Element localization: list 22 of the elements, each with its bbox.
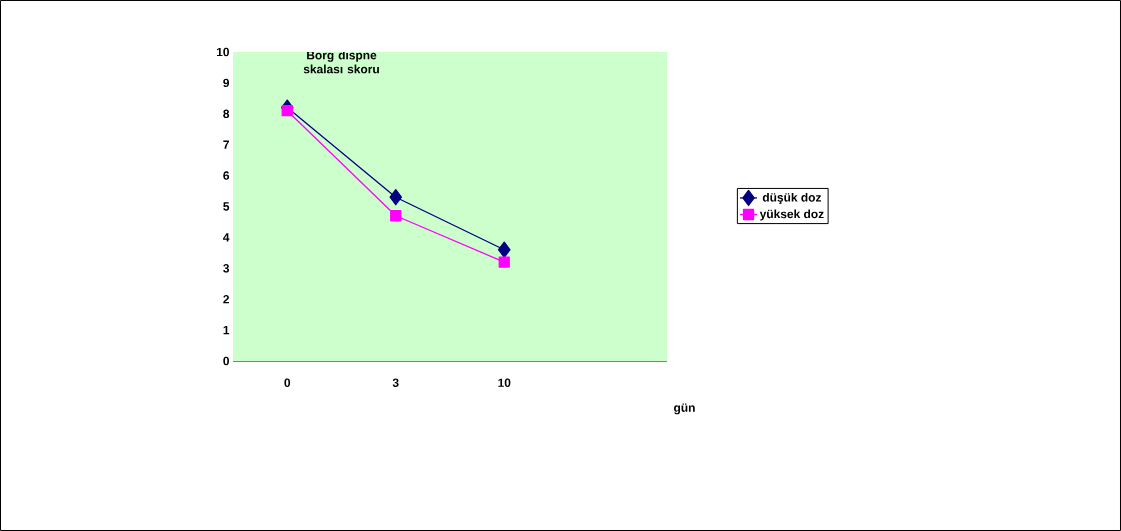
y-tick-label: 6: [223, 171, 230, 180]
point: [389, 189, 403, 206]
y-tick-label: 8: [223, 109, 230, 119]
y-tick-label: 9: [223, 78, 230, 88]
y-tick-label: 4: [223, 233, 230, 242]
y-tick-label: 0: [223, 356, 229, 366]
legend-label: düşük doz: [762, 192, 822, 205]
x-axis-title: gün: [674, 403, 695, 415]
x-tick-label: 10: [498, 378, 511, 387]
x-tick-label: 3: [392, 378, 399, 387]
y-tick-label: 10: [216, 47, 229, 57]
y-tick-label: 1: [223, 325, 230, 335]
point: [281, 105, 293, 117]
point: [497, 241, 511, 258]
y-tick-label: 5: [223, 202, 230, 211]
y-tick-label: 7: [223, 140, 229, 149]
point: [390, 210, 402, 222]
y-tick-label: 2: [223, 295, 230, 304]
legend-label: yüksek doz: [759, 209, 824, 221]
point: [498, 256, 510, 268]
y-tick-label: 3: [223, 264, 230, 273]
x-tick-label: 0: [284, 378, 291, 387]
